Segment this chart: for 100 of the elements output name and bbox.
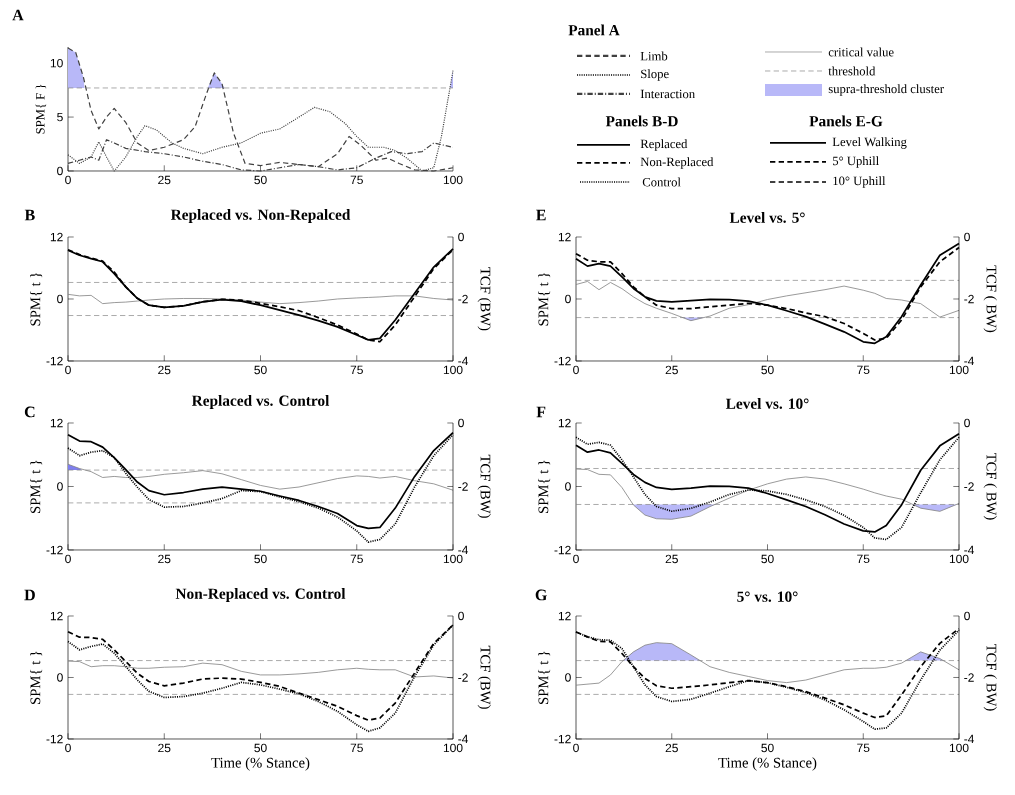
x-tick-label: 25 — [158, 365, 171, 375]
y2-tick-label: 0 — [964, 611, 970, 621]
y2-tick-label: -2 — [964, 482, 974, 491]
y-axis-title: SPM{ t } — [30, 651, 43, 704]
x-axis-title: Time (% Stance) — [211, 757, 310, 771]
x-tick-label: 75 — [350, 743, 363, 753]
x-tick-label: 75 — [350, 554, 363, 564]
y-tick-label: 12 — [558, 232, 571, 242]
text: A — [12, 9, 24, 21]
y2-axis-title: TCF (BW) — [477, 645, 491, 709]
y-tick-label: 0 — [565, 294, 571, 304]
y-tick-label: 0 — [565, 482, 571, 491]
y2-tick-label: 0 — [964, 232, 970, 242]
y2-tick-label: 0 — [964, 418, 970, 428]
legend-label: Control — [642, 177, 681, 187]
y2-axis-title: TCF ( BW) — [983, 643, 997, 711]
x-tick-label: 75 — [350, 365, 363, 375]
x-tick-label: 0 — [65, 554, 71, 564]
text: G — [535, 589, 547, 601]
y-tick-label: 0 — [57, 294, 63, 304]
x-tick-label: 75 — [857, 554, 870, 564]
legend-label: 10° Uphill — [833, 176, 886, 188]
y-tick-label: 0 — [57, 673, 63, 682]
y2-tick-label: -4 — [964, 734, 975, 744]
y2-tick-label: 0 — [458, 611, 464, 621]
y-tick-label: 10 — [50, 58, 63, 68]
x-tick-label: 0 — [65, 365, 71, 375]
x-tick-label: 75 — [350, 175, 363, 185]
y2-tick-label: 0 — [458, 232, 464, 242]
y-axis-title: SPM{ F } — [35, 84, 47, 134]
chart-title: Non-Replaced vs. Control — [175, 588, 346, 602]
legend-label: Interaction — [640, 89, 695, 99]
y2-tick-label: -4 — [458, 356, 469, 366]
y-tick-label: 5 — [57, 112, 63, 122]
x-tick-label: 100 — [443, 554, 463, 564]
y-tick-label: 12 — [50, 418, 63, 428]
text: Panels E-G — [809, 115, 883, 127]
x-tick-label: 100 — [949, 365, 969, 375]
x-tick-label: 50 — [761, 365, 774, 375]
text: Panel A — [568, 24, 620, 36]
y2-tick-label: -4 — [458, 734, 469, 744]
y2-tick-label: -4 — [964, 545, 975, 555]
chart-title: Level vs. 10° — [725, 398, 809, 409]
y-tick-label: 0 — [57, 166, 63, 176]
text: B — [24, 209, 35, 221]
x-tick-label: 25 — [158, 175, 171, 185]
chart-title: Replaced vs. Non-Repalced — [170, 209, 351, 223]
y2-axis-title: TCF ( BW) — [983, 452, 997, 520]
y-tick-label: 12 — [558, 611, 571, 621]
legend-label: 5° Uphill — [833, 156, 879, 168]
y2-tick-label: -4 — [458, 545, 469, 555]
y-tick-label: -12 — [554, 545, 571, 555]
x-tick-label: 75 — [857, 365, 870, 375]
legend-label: threshold — [828, 66, 876, 76]
x-tick-label: 25 — [665, 365, 678, 375]
y-tick-label: -12 — [46, 734, 63, 744]
text: C — [24, 406, 35, 418]
y-tick-label: -12 — [46, 356, 63, 366]
y-tick-label: -12 — [554, 356, 571, 366]
y2-tick-label: -4 — [964, 356, 975, 366]
x-tick-label: 100 — [949, 554, 969, 564]
x-tick-label: 0 — [65, 175, 71, 185]
x-tick-label: 0 — [65, 743, 71, 753]
y2-tick-label: 0 — [458, 418, 464, 428]
text: D — [24, 589, 35, 601]
x-tick-label: 50 — [254, 743, 267, 753]
x-tick-label: 100 — [443, 365, 463, 375]
text: Panels B-D — [605, 115, 678, 127]
x-tick-label: 50 — [254, 175, 267, 185]
y-tick-label: -12 — [46, 545, 63, 555]
y-axis-title: SPM{ t } — [30, 272, 43, 326]
y2-tick-label: -2 — [964, 294, 974, 304]
y2-tick-label: -2 — [458, 482, 468, 491]
x-tick-label: 100 — [949, 743, 969, 753]
y-tick-label: 0 — [57, 482, 63, 491]
y-axis-title: SPM{ t } — [538, 651, 551, 704]
x-tick-label: 25 — [158, 554, 171, 564]
y-tick-label: 12 — [558, 418, 571, 428]
chart-title: Level vs. 5° — [729, 212, 805, 223]
x-tick-label: 50 — [254, 365, 267, 375]
x-tick-label: 0 — [573, 365, 579, 375]
x-tick-label: 0 — [573, 554, 579, 564]
y-tick-label: 12 — [50, 611, 63, 621]
legend-label: supra-threshold cluster — [828, 84, 944, 96]
chart-title: 5° vs. 10° — [737, 591, 798, 602]
y2-tick-label: -2 — [458, 294, 468, 304]
legend-label: Level Walking — [832, 137, 907, 149]
chart-title: Replaced vs. Control — [191, 395, 330, 409]
x-tick-label: 50 — [761, 743, 774, 753]
x-tick-label: 50 — [254, 554, 267, 564]
legend-label: critical value — [828, 47, 894, 57]
x-tick-label: 100 — [443, 743, 463, 753]
x-tick-label: 25 — [665, 743, 678, 753]
x-tick-label: 25 — [158, 743, 171, 753]
y2-axis-title: TCF (BW) — [477, 454, 491, 518]
y-axis-title: SPM{ t } — [538, 460, 551, 513]
y-axis-title: SPM{ t } — [30, 460, 43, 513]
y-axis-title: SPM{ t } — [538, 272, 551, 326]
y2-tick-label: -2 — [458, 673, 468, 682]
y2-axis-title: TCF ( BW) — [983, 265, 997, 333]
